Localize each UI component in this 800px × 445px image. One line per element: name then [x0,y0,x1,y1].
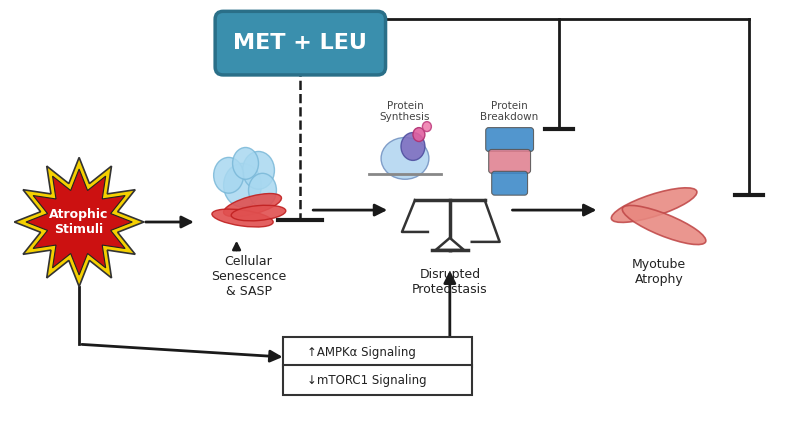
Polygon shape [14,158,144,287]
Ellipse shape [401,133,425,160]
Text: Protein
Synthesis: Protein Synthesis [380,101,430,122]
FancyBboxPatch shape [492,171,527,195]
Ellipse shape [223,194,282,217]
FancyBboxPatch shape [283,365,472,395]
Text: Disrupted
Proteostasis: Disrupted Proteostasis [412,268,488,296]
Polygon shape [436,238,464,250]
Ellipse shape [212,209,273,227]
Ellipse shape [249,173,277,207]
FancyBboxPatch shape [486,128,534,151]
Ellipse shape [214,158,243,193]
FancyBboxPatch shape [215,11,386,75]
FancyBboxPatch shape [489,150,530,173]
Text: Myotube
Atrophy: Myotube Atrophy [632,258,686,286]
FancyBboxPatch shape [283,337,472,367]
Text: ↑AMPKα Signaling: ↑AMPKα Signaling [307,346,416,359]
Text: Cellular
Senescence
& SASP: Cellular Senescence & SASP [211,255,286,298]
Text: MET + LEU: MET + LEU [234,33,367,53]
Ellipse shape [242,151,274,189]
Ellipse shape [422,121,431,132]
Ellipse shape [233,147,258,179]
Ellipse shape [224,163,262,207]
Polygon shape [26,169,132,275]
Ellipse shape [611,188,697,222]
Ellipse shape [231,205,286,221]
Text: Atrophic
Stimuli: Atrophic Stimuli [50,208,109,236]
Ellipse shape [622,206,706,245]
Ellipse shape [381,138,429,179]
Text: ↓mTORC1 Signaling: ↓mTORC1 Signaling [307,373,427,387]
Ellipse shape [413,128,425,142]
Text: Protein
Breakdown: Protein Breakdown [481,101,538,122]
